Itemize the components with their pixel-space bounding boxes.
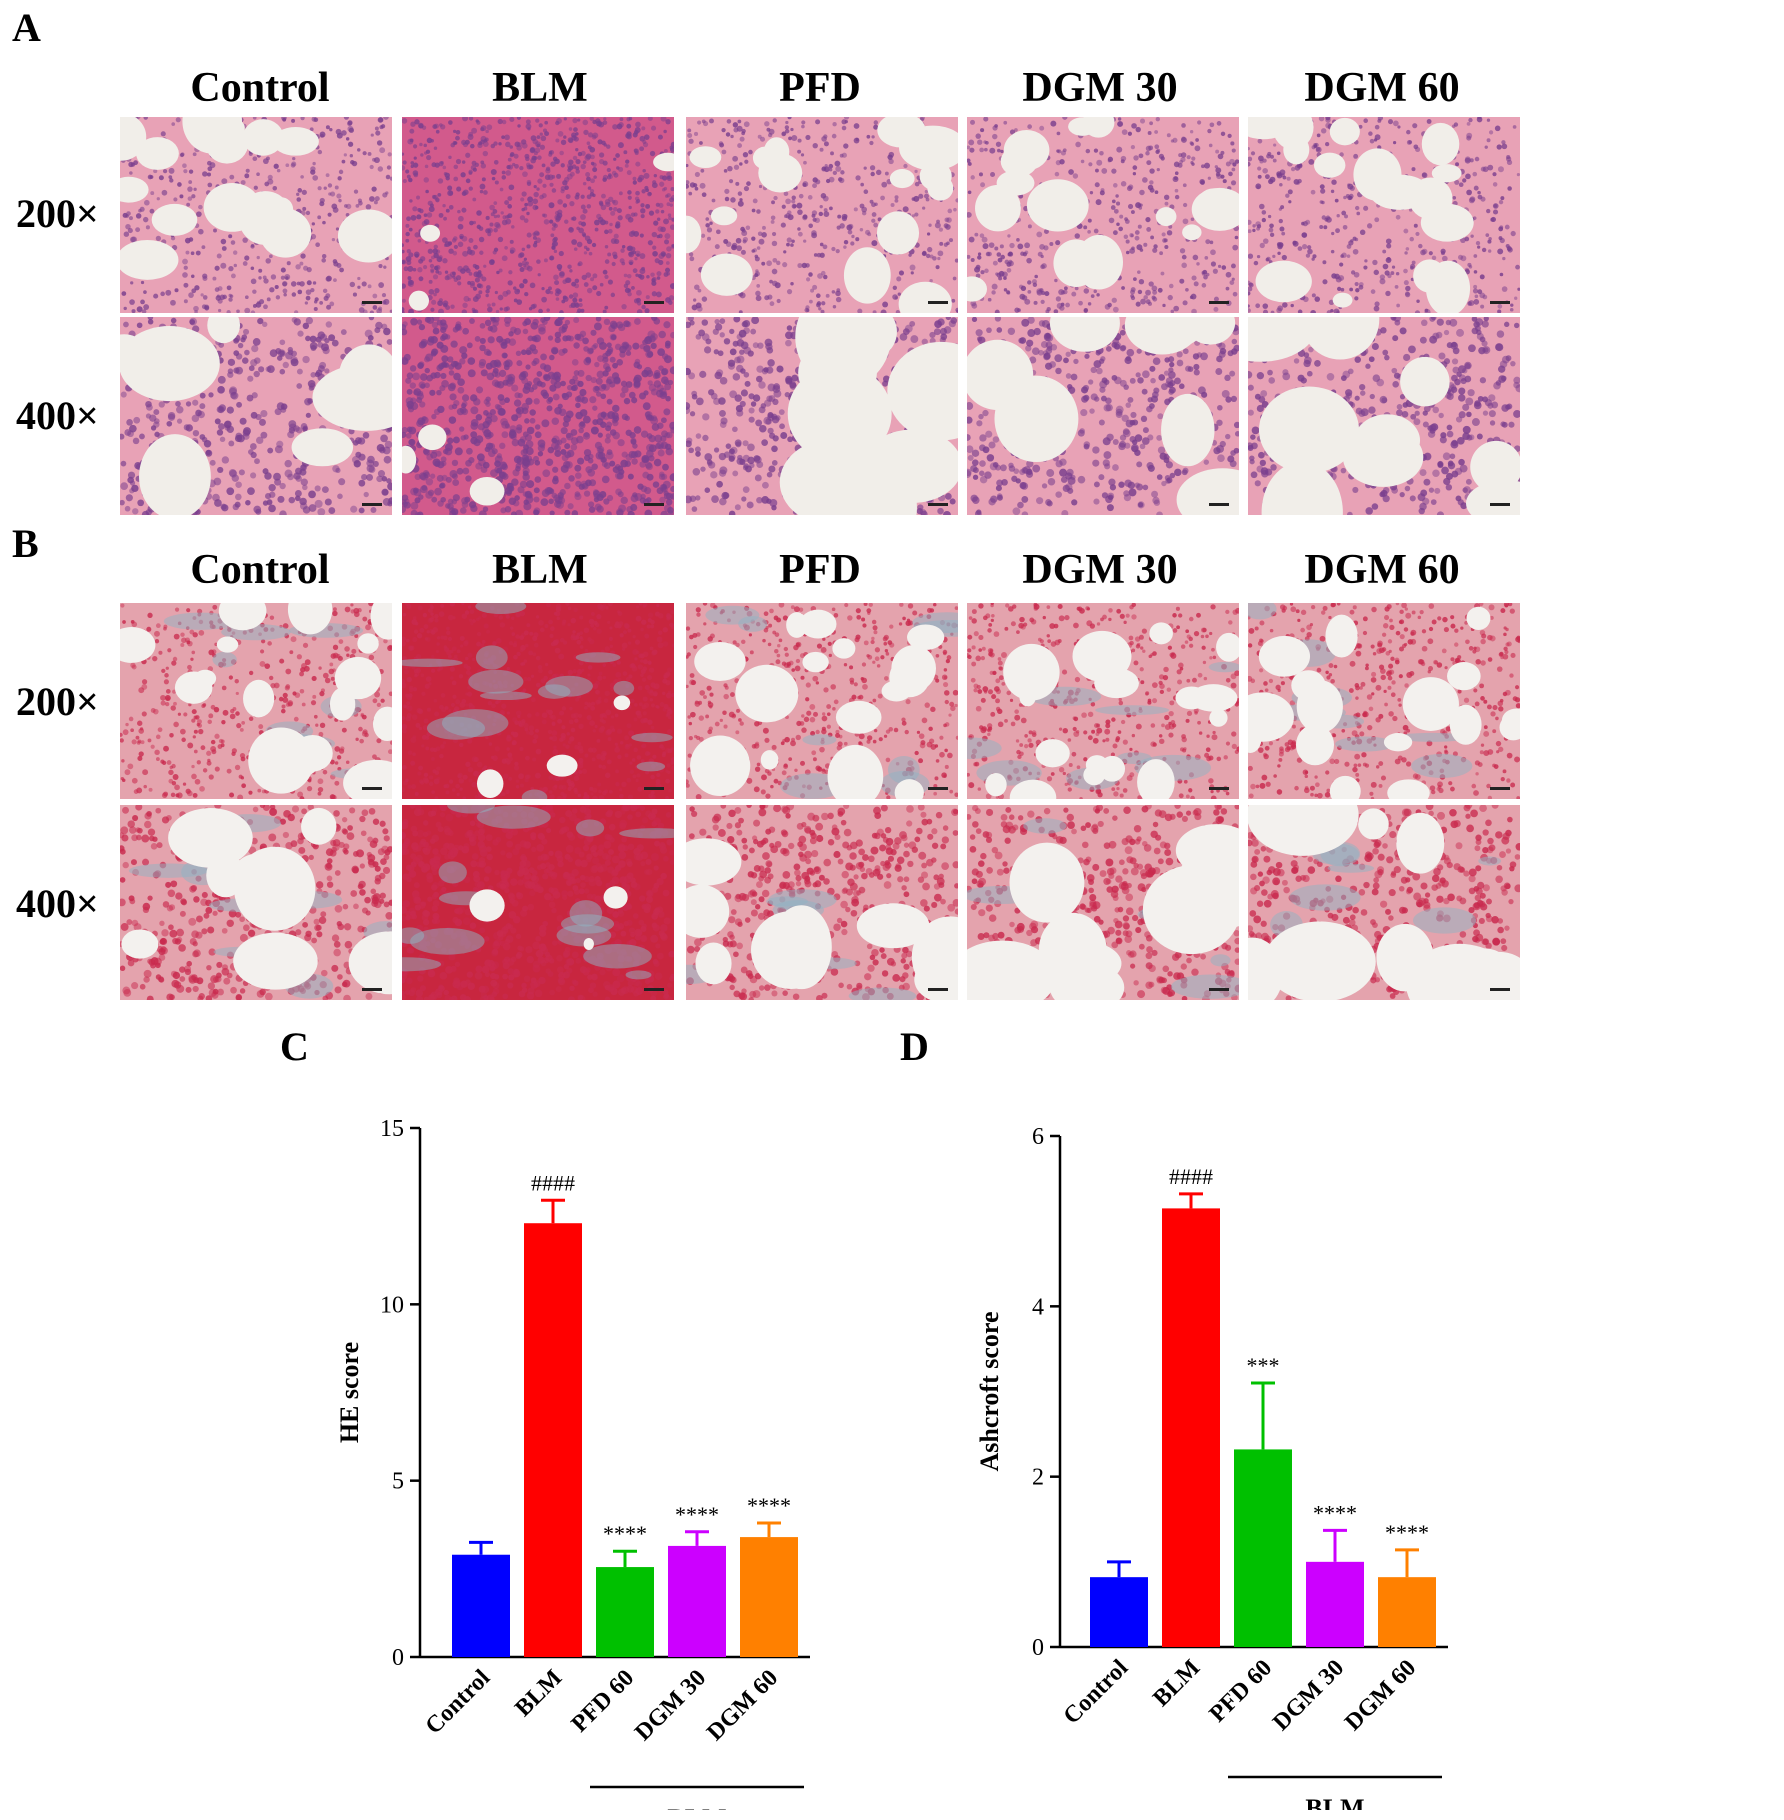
micrograph-b-control-400x [120,805,392,1000]
panel-a-col-dgm30: DGM 30 [1022,65,1178,111]
panel-b-row-400x: 400× [16,881,99,926]
bar-pfd-60 [596,1567,654,1657]
micrograph-a-control-200x [120,117,392,313]
bar-dgm-60 [740,1537,798,1657]
micrograph-a-dgm30-200x [967,117,1239,313]
panel-a-row-200x: 200× [16,191,99,236]
y-axis-label: Ashcroft score [975,1311,1004,1471]
panel-b-col-control: Control [190,547,330,593]
bar-dgm-30 [668,1545,726,1657]
panel-a-col-pfd: PFD [779,65,861,111]
bar-dgm-60 [1378,1577,1436,1647]
panel-a-col-control: Control [190,65,330,111]
micrograph-a-dgm60-200x [1248,117,1520,313]
x-tick-label: DGM 60 [1340,1655,1421,1736]
bar-control [1090,1577,1148,1647]
group-label: BLM [667,1804,726,1810]
micrograph-b-dgm30-200x [967,603,1239,799]
micrograph-b-dgm60-200x [1248,603,1520,799]
chart-he-score: C 0 5 10 15 HE score Control #### BLM **** PFD 60 *… [280,1024,810,1810]
bar-blm [524,1223,582,1657]
micrograph-a-pfd-200x [686,117,958,313]
x-tick-label: PFD 60 [567,1665,640,1738]
significance-label: #### [531,1170,575,1195]
panel-letter-c: C [280,1024,309,1069]
micrograph-b-pfd-400x [686,805,958,1000]
x-tick-label: BLM [510,1665,567,1722]
x-tick-label: DGM 30 [1268,1655,1349,1736]
x-tick-label: BLM [1148,1655,1205,1712]
micrograph-a-dgm60-400x [1248,317,1520,515]
panel-a-row-400x: 400× [16,393,99,438]
panel-b-row-200x: 200× [16,679,99,724]
micrograph-a-control-400x [120,317,392,515]
y-tick-label: 5 [392,1469,404,1495]
micrograph-b-dgm60-400x [1248,805,1520,1000]
x-tick-label: DGM 30 [630,1665,711,1746]
y-tick-label: 10 [380,1292,404,1318]
micrograph-b-pfd-200x [686,603,958,799]
y-tick-label: 15 [380,1116,404,1142]
significance-label: **** [603,1521,647,1546]
bar-pfd-60 [1234,1449,1292,1647]
y-tick-label: 4 [1032,1294,1044,1320]
group-label: BLM [1305,1794,1364,1810]
bar-dgm-30 [1306,1561,1364,1647]
y-tick-label: 2 [1032,1465,1044,1491]
x-tick-label: Control [1059,1655,1134,1730]
panel-letter-d: D [900,1024,929,1069]
panel-letter-b: B [12,521,39,566]
y-tick-label: 0 [392,1645,404,1671]
micrograph-a-dgm30-400x [967,317,1239,515]
micrograph-b-blm-400x [402,805,674,1000]
panel-a-col-blm: BLM [492,65,588,111]
bar-control [452,1554,510,1657]
micrograph-b-control-200x [120,603,392,799]
significance-label: **** [675,1502,719,1527]
significance-label: **** [747,1493,791,1518]
micrograph-a-blm-400x [402,317,674,515]
chart-ashcroft-score: D 0 2 4 6 Ashcroft score Control #### BLM *** PFD … [900,1024,1448,1810]
significance-label: **** [1385,1520,1429,1545]
y-axis-label: HE score [335,1342,364,1443]
significance-label: **** [1313,1500,1357,1525]
bar-blm [1162,1208,1220,1647]
significance-label: *** [1247,1353,1280,1378]
panel-b-col-pfd: PFD [779,547,861,593]
x-tick-label: DGM 60 [702,1665,783,1746]
micrograph-a-blm-200x [402,117,674,313]
panel-a-col-dgm60: DGM 60 [1304,65,1460,111]
x-tick-label: PFD 60 [1205,1655,1278,1728]
panel-b-col-dgm30: DGM 30 [1022,547,1178,593]
significance-label: #### [1169,1164,1213,1189]
panel-b-col-blm: BLM [492,547,588,593]
y-tick-label: 6 [1032,1124,1044,1150]
y-tick-label: 0 [1032,1635,1044,1661]
x-tick-label: Control [421,1665,496,1740]
panel-letter-a: A [12,5,41,50]
micrograph-a-pfd-400x [686,317,958,515]
panel-b-col-dgm60: DGM 60 [1304,547,1460,593]
micrograph-b-dgm30-400x [967,805,1239,1000]
micrograph-b-blm-200x [402,603,674,799]
